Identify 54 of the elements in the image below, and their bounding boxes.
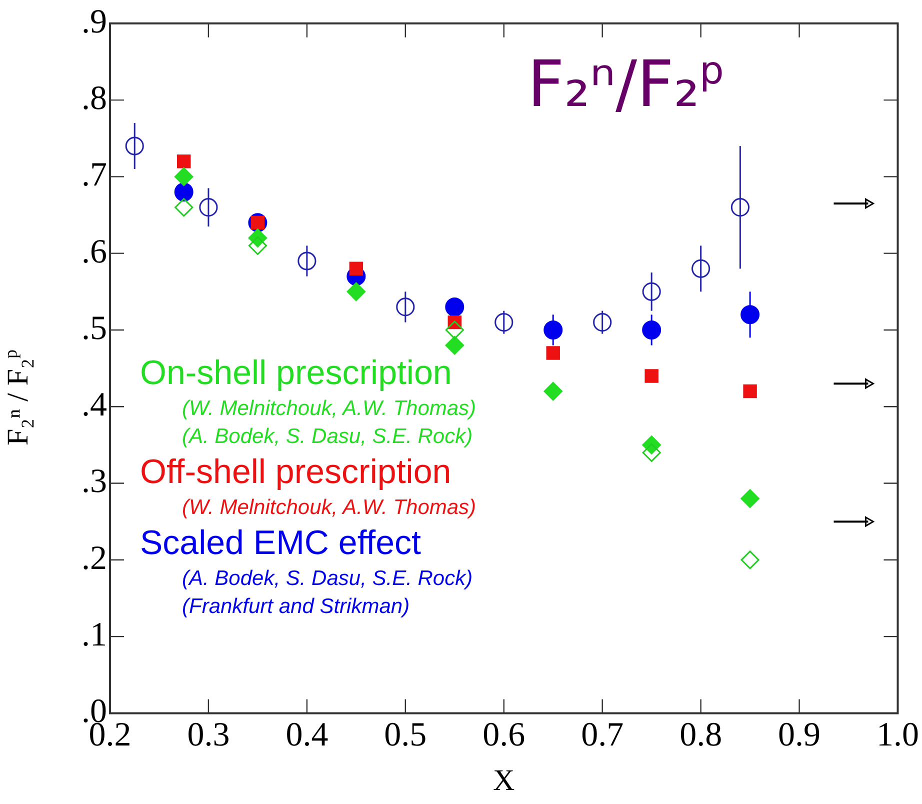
x-tick-label: 0.7	[581, 716, 624, 754]
point	[544, 382, 563, 401]
x-tick-label: 0.8	[680, 716, 722, 754]
y-tick-label: .3	[82, 463, 107, 500]
series-label: On-shell prescription (W. Melnitchouk, A.W. Thomas) (A. Bodek, S. Dasu, S.E. Rock)	[140, 354, 476, 449]
y-tick-label: .8	[82, 80, 107, 117]
point	[642, 320, 662, 340]
point	[298, 252, 316, 270]
x-tick-label: 1.0	[876, 716, 919, 754]
x-tick-label: 0.6	[482, 716, 526, 754]
point	[743, 384, 757, 398]
x-tick-label: 0.4	[286, 716, 328, 754]
point	[199, 198, 218, 217]
point	[349, 262, 364, 276]
point	[176, 154, 191, 168]
point	[125, 136, 144, 156]
y-tick-label: .6	[82, 233, 107, 270]
point	[544, 320, 563, 340]
point	[174, 167, 194, 186]
point	[445, 336, 464, 355]
y-tick-label: .4	[82, 386, 107, 424]
point	[174, 198, 194, 217]
point	[692, 259, 710, 278]
point	[396, 298, 415, 316]
x-axis-title: X	[493, 764, 516, 797]
y-tick-label: .7	[82, 156, 107, 194]
point	[740, 550, 760, 570]
text: Scaled EMC effect (A. Bodek, S. Dasu, S.E. Rock) (Frankfurt and Strikman)	[140, 524, 474, 619]
point	[445, 320, 464, 340]
point	[642, 443, 661, 462]
point	[445, 297, 464, 316]
point	[642, 282, 661, 301]
chart-title: F₂ⁿ/F₂$^{p}$	[528, 48, 724, 122]
point	[494, 313, 514, 332]
text: Off-shell prescription (W. Melnitchouk, A.W. Thomas)	[140, 453, 476, 520]
point	[248, 236, 268, 255]
point	[864, 198, 874, 209]
point	[174, 182, 194, 202]
point	[644, 369, 658, 383]
x-tick-label: 0.9	[778, 716, 821, 754]
point	[593, 313, 612, 332]
point	[546, 346, 560, 360]
y-tick-label: .9	[82, 3, 107, 40]
x-tick-label: 0.5	[384, 716, 427, 754]
point	[730, 198, 750, 217]
point	[864, 378, 874, 389]
x-tick-label: 0.3	[187, 716, 230, 754]
point	[740, 489, 760, 508]
point	[740, 305, 760, 324]
y-tick-label: .2	[82, 540, 107, 577]
point	[864, 516, 874, 527]
y-tick-label: .1	[82, 616, 107, 654]
y-tick-label: .5	[82, 310, 107, 347]
point	[346, 282, 366, 302]
